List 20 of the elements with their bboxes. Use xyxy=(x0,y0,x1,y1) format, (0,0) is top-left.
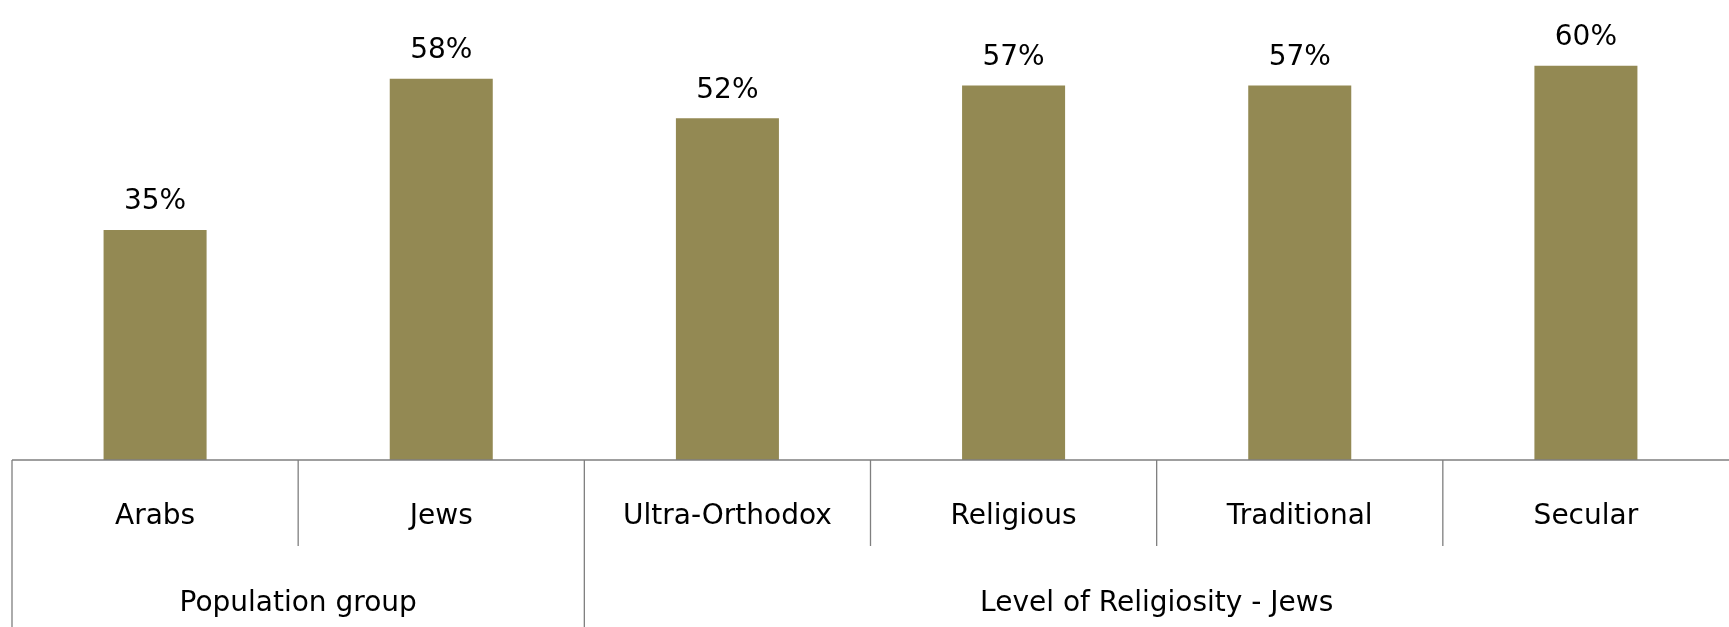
x-tick-label: Ultra-Orthodox xyxy=(623,498,832,532)
text: Population group xyxy=(179,585,417,619)
x-tick-label: Jews xyxy=(407,498,473,532)
data-label: 57% xyxy=(982,38,1045,72)
data-label: 52% xyxy=(696,71,759,105)
x-tick-label: Traditional xyxy=(1225,498,1373,532)
x-tick-label: Arabs xyxy=(114,498,196,532)
data-label: 57% xyxy=(1268,38,1331,72)
bar xyxy=(675,118,779,460)
bar xyxy=(962,85,1066,460)
x-tick-label: Religious xyxy=(950,498,1077,532)
text: Level of Religiosity - Jews xyxy=(980,585,1334,619)
bar xyxy=(1534,65,1638,460)
bar xyxy=(103,230,207,460)
bar xyxy=(1248,85,1352,460)
bar xyxy=(389,78,493,460)
data-label: 35% xyxy=(123,183,187,217)
x-tick-label: Secular xyxy=(1533,498,1639,532)
data-label: 60% xyxy=(1554,19,1618,52)
data-label: 58% xyxy=(410,32,473,66)
